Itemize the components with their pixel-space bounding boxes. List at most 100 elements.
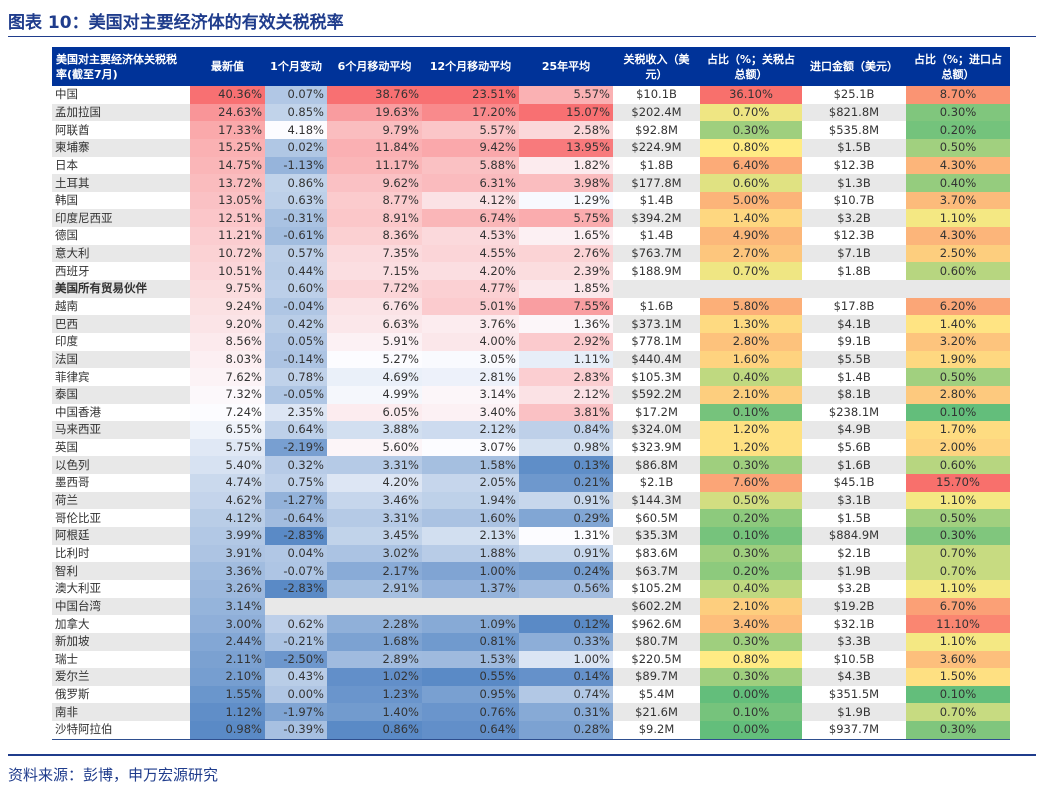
economy-name-cell: 意大利: [52, 244, 190, 263]
import-amount-cell: $45.1B: [802, 474, 906, 492]
economy-name-cell: 韩国: [52, 191, 190, 210]
table-row: 加拿大 3.00% 0.62% 2.28% 1.09% 0.12% $962.6M 3.40%…: [52, 615, 1010, 633]
one-month-change-cell: -0.39%: [265, 721, 327, 740]
import-share-cell: 0.20%: [906, 121, 1010, 139]
latest-rate-cell: 10.51%: [190, 262, 265, 281]
one-month-change-cell: -0.14%: [265, 350, 327, 369]
six-month-avg-cell: 4.69%: [327, 368, 422, 386]
tariff-share-cell: 3.40%: [700, 615, 802, 633]
import-amount-cell: $1.8B: [802, 262, 906, 281]
twelve-month-avg-cell: 0.81%: [422, 632, 519, 651]
twelve-month-avg-cell: 6.31%: [422, 174, 519, 192]
six-month-avg-cell: 8.77%: [327, 191, 422, 210]
tariff-share-cell: 5.80%: [700, 297, 802, 316]
avg-25y-cell: 0.84%: [519, 421, 613, 439]
tariff-share-cell: 2.10%: [700, 385, 802, 404]
tariff-revenue-cell: $324.0M: [613, 421, 700, 439]
table-row: 南非 1.12% -1.97% 1.40% 0.76% 0.31% $21.6M 0.10% $…: [52, 703, 1010, 722]
footer-divider: [8, 754, 1036, 756]
six-month-avg-cell: 11.84%: [327, 138, 422, 157]
column-header-import-amount: 进口金额（美元）: [802, 47, 906, 86]
economy-name-cell: 智利: [52, 562, 190, 580]
import-amount-cell: $1.9B: [802, 562, 906, 580]
import-amount-cell: $9.1B: [802, 332, 906, 351]
economy-name-cell: 阿根廷: [52, 527, 190, 545]
column-header-economy: 美国对主要经济体关税税率(截至7月): [52, 47, 190, 86]
avg-25y-cell: 0.91%: [519, 544, 613, 563]
import-share-cell: 1.40%: [906, 315, 1010, 333]
import-share-cell: 0.70%: [906, 544, 1010, 563]
import-share-cell: 1.70%: [906, 421, 1010, 439]
tariff-revenue-cell: $83.6M: [613, 544, 700, 563]
economy-name-cell: 马来西亚: [52, 421, 190, 439]
tariff-revenue-cell: $63.7M: [613, 562, 700, 580]
import-share-cell: 1.10%: [906, 491, 1010, 510]
tariff-revenue-cell: $105.2M: [613, 579, 700, 598]
twelve-month-avg-cell: 4.20%: [422, 262, 519, 281]
latest-rate-cell: 8.03%: [190, 350, 265, 369]
import-share-cell: [906, 280, 1010, 298]
tariff-revenue-cell: $592.2M: [613, 385, 700, 404]
import-amount-cell: $5.5B: [802, 350, 906, 369]
twelve-month-avg-cell: 5.01%: [422, 297, 519, 316]
latest-rate-cell: 40.36%: [190, 86, 265, 104]
import-amount-cell: $4.9B: [802, 421, 906, 439]
one-month-change-cell: 0.00%: [265, 685, 327, 704]
table-row: 新加坡 2.44% -0.21% 1.68% 0.81% 0.33% $80.7M 0.30%…: [52, 632, 1010, 651]
six-month-avg-cell: 2.91%: [327, 579, 422, 598]
economy-name-cell: 加拿大: [52, 615, 190, 633]
tariff-share-cell: 0.10%: [700, 403, 802, 422]
avg-25y-cell: 0.31%: [519, 703, 613, 722]
latest-rate-cell: 2.10%: [190, 668, 265, 686]
table-row: 日本 14.75% -1.13% 11.17% 5.88% 1.82% $1.8B 6.40%…: [52, 156, 1010, 175]
table-row: 爱尔兰 2.10% 0.43% 1.02% 0.55% 0.14% $89.7M 0.30% $…: [52, 668, 1010, 686]
economy-name-cell: 英国: [52, 438, 190, 457]
tariff-revenue-cell: $373.1M: [613, 315, 700, 333]
six-month-avg-cell: 3.31%: [327, 509, 422, 528]
economy-name-cell: 德国: [52, 227, 190, 245]
latest-rate-cell: 3.00%: [190, 615, 265, 633]
one-month-change-cell: -2.83%: [265, 579, 327, 598]
economy-name-cell: 美国所有贸易伙伴: [52, 280, 190, 298]
twelve-month-avg-cell: 5.57%: [422, 121, 519, 139]
table-row: 荷兰 4.62% -1.27% 3.46% 1.94% 0.91% $144.3M 0.50%…: [52, 491, 1010, 510]
latest-rate-cell: 3.14%: [190, 597, 265, 616]
economy-name-cell: 法国: [52, 350, 190, 369]
tariff-share-cell: 1.20%: [700, 438, 802, 457]
twelve-month-avg-cell: 1.37%: [422, 579, 519, 598]
one-month-change-cell: 0.78%: [265, 368, 327, 386]
twelve-month-avg-cell: 1.00%: [422, 562, 519, 580]
tariff-share-cell: 0.40%: [700, 579, 802, 598]
table-row: 中国 40.36% 0.07% 38.76% 23.51% 5.57% $10.1B 36.1…: [52, 86, 1010, 104]
tariff-revenue-cell: $35.3M: [613, 527, 700, 545]
six-month-avg-cell: [327, 597, 422, 616]
latest-rate-cell: 0.98%: [190, 721, 265, 740]
one-month-change-cell: -0.64%: [265, 509, 327, 528]
column-header-tariff-share: 占比（%；关税占总额）: [700, 47, 802, 86]
table-row: 韩国 13.05% 0.63% 8.77% 4.12% 1.29% $1.4B 5.00% $1…: [52, 191, 1010, 210]
one-month-change-cell: 0.75%: [265, 474, 327, 492]
import-share-cell: 15.70%: [906, 474, 1010, 492]
tariff-share-cell: 4.90%: [700, 227, 802, 245]
import-share-cell: 0.10%: [906, 685, 1010, 704]
twelve-month-avg-cell: 23.51%: [422, 86, 519, 104]
tariff-share-cell: 1.60%: [700, 350, 802, 369]
six-month-avg-cell: 8.36%: [327, 227, 422, 245]
table-row: 沙特阿拉伯 0.98% -0.39% 0.86% 0.64% 0.28% $9.2M 0.00…: [52, 721, 1010, 740]
latest-rate-cell: 3.36%: [190, 562, 265, 580]
latest-rate-cell: 2.44%: [190, 632, 265, 651]
six-month-avg-cell: 19.63%: [327, 103, 422, 122]
one-month-change-cell: 4.18%: [265, 121, 327, 139]
one-month-change-cell: 0.07%: [265, 86, 327, 104]
six-month-avg-cell: 6.05%: [327, 403, 422, 422]
tariff-revenue-cell: $80.7M: [613, 632, 700, 651]
import-amount-cell: $4.1B: [802, 315, 906, 333]
one-month-change-cell: 0.42%: [265, 315, 327, 333]
avg-25y-cell: 2.12%: [519, 385, 613, 404]
one-month-change-cell: 0.63%: [265, 191, 327, 210]
economy-name-cell: 菲律宾: [52, 368, 190, 386]
tariff-revenue-cell: $10.1B: [613, 86, 700, 104]
tariff-revenue-cell: $1.8B: [613, 156, 700, 175]
tariff-revenue-cell: $1.4B: [613, 227, 700, 245]
one-month-change-cell: -0.04%: [265, 297, 327, 316]
